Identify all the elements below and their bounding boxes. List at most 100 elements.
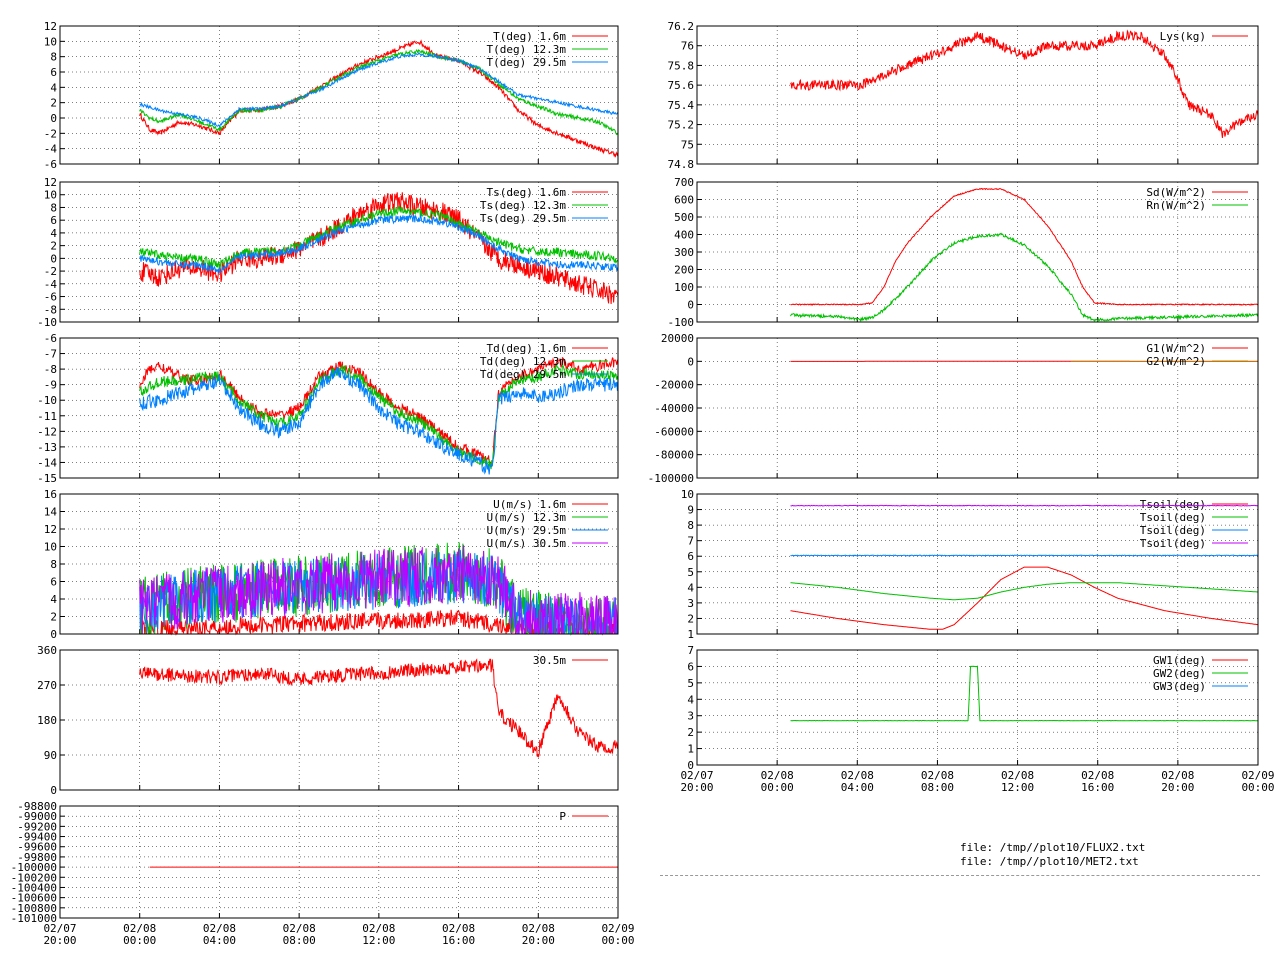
- series-line: [139, 658, 619, 759]
- y-tick-label: 8: [687, 519, 694, 532]
- y-tick-label: -4: [44, 278, 58, 291]
- y-tick-label: 9: [687, 504, 694, 517]
- y-tick-label: -14: [37, 456, 57, 469]
- legend-label: Td(deg) 29.5m: [480, 368, 566, 381]
- legend-label: Tsoil(deg): [1140, 537, 1206, 550]
- y-tick-label: 12: [44, 176, 57, 189]
- y-tick-label: 75: [681, 138, 694, 151]
- legend-label: 30.5m: [533, 654, 566, 667]
- chart-air-temp: -6 -4 -2 0 2 4 6 8 10 12 T(deg) 1.6mT(deg) 12.3mT(…: [44, 20, 619, 171]
- y-tick-label: 76.2: [668, 20, 695, 33]
- x-tick-label: 04:00: [841, 781, 874, 794]
- legend-label: Ts(deg) 12.3m: [480, 199, 566, 212]
- plot-frame: [696, 25, 1259, 165]
- legend-label: Tsoil(deg): [1140, 511, 1206, 524]
- x-tick-label: 04:00: [203, 934, 236, 947]
- series-line: [139, 39, 619, 158]
- y-tick-label: 300: [674, 246, 694, 259]
- series-line: [139, 206, 619, 269]
- series-line: [790, 29, 1259, 139]
- y-tick-label: 12: [44, 523, 57, 536]
- y-tick-label: -100000: [648, 472, 694, 485]
- y-tick-label: 10: [681, 488, 694, 501]
- y-tick-label: 75.6: [668, 79, 695, 92]
- y-tick-label: 8: [50, 558, 57, 571]
- plot-frame: [696, 337, 1259, 479]
- y-tick-label: 360: [37, 644, 57, 657]
- y-tick-label: -60000: [654, 425, 694, 438]
- y-tick-label: 4: [687, 693, 694, 706]
- x-tick-label: 02/09: [1241, 769, 1274, 782]
- x-tick-label: 00:00: [761, 781, 794, 794]
- legend-label: GW1(deg): [1153, 654, 1206, 667]
- y-tick-label: 270: [37, 679, 57, 692]
- legend-label: Ts(deg) 29.5m: [480, 212, 566, 225]
- y-tick-label: -2: [44, 127, 57, 140]
- y-tick-label: 5: [687, 677, 694, 690]
- y-tick-label: 0: [50, 628, 57, 641]
- y-tick-label: -100600: [11, 892, 57, 905]
- y-tick-label: 600: [674, 194, 694, 207]
- legend-label: U(m/s) 12.3m: [487, 511, 567, 524]
- x-tick-label: 02/08: [442, 922, 475, 935]
- y-tick-label: -13: [37, 441, 57, 454]
- y-tick-label: -6: [44, 332, 57, 345]
- legend-label: U(m/s) 29.5m: [487, 524, 567, 537]
- series-line: [790, 232, 1259, 322]
- y-tick-label: 4: [50, 81, 57, 94]
- x-tick-label: 12:00: [1001, 781, 1034, 794]
- y-tick-label: 100: [674, 281, 694, 294]
- chart-wind-direction: 0 90 180 270 360 30.5m: [37, 644, 619, 797]
- y-tick-label: -100400: [11, 881, 57, 894]
- y-tick-label: -6: [44, 291, 57, 304]
- y-tick-label: -100200: [11, 871, 57, 884]
- legend-label: U(m/s) 30.5m: [487, 537, 567, 550]
- y-tick-label: -8: [44, 303, 57, 316]
- x-tick-label: 16:00: [442, 934, 475, 947]
- x-tick-label: 02/08: [1081, 769, 1114, 782]
- y-tick-label: 3: [687, 710, 694, 723]
- legend-label: T(deg) 12.3m: [487, 43, 567, 56]
- series-line: [139, 213, 619, 275]
- y-tick-label: 2: [50, 611, 57, 624]
- y-tick-label: 700: [674, 176, 694, 189]
- x-tick-label: 02/08: [921, 769, 954, 782]
- x-tick-label: 02/08: [522, 922, 555, 935]
- y-tick-label: 7: [687, 644, 694, 657]
- x-tick-label: 02/08: [841, 769, 874, 782]
- series-line: [139, 48, 619, 136]
- x-tick-label: 02/08: [362, 922, 395, 935]
- y-tick-label: -7: [44, 348, 57, 361]
- legend-label: Tsoil(deg): [1140, 498, 1206, 511]
- y-tick-label: 500: [674, 211, 694, 224]
- y-tick-label: 5: [687, 566, 694, 579]
- y-tick-label: -100000: [11, 861, 57, 874]
- legend-label: GW3(deg): [1153, 680, 1206, 693]
- y-tick-label: -12: [37, 425, 57, 438]
- y-tick-label: 8: [50, 201, 57, 214]
- y-tick-label: 90: [44, 749, 57, 762]
- y-tick-label: 2: [50, 97, 57, 110]
- y-tick-label: 6: [687, 550, 694, 563]
- legend-label: Td(deg) 12.3m: [480, 355, 566, 368]
- y-tick-label: 0: [50, 112, 57, 125]
- y-tick-label: 3: [687, 597, 694, 610]
- x-tick-label: 20:00: [1161, 781, 1194, 794]
- chart-soil-heat-flux: -100000 -80000 -60000 -40000 -20000 0 20000 G1(…: [648, 332, 1259, 485]
- y-tick-label: 16: [44, 488, 57, 501]
- legend-label: G1(W/m^2): [1146, 342, 1206, 355]
- y-tick-label: 75.2: [668, 119, 695, 132]
- x-tick-label: 08:00: [283, 934, 316, 947]
- legend-label: GW2(deg): [1153, 667, 1206, 680]
- y-tick-label: 4: [687, 581, 694, 594]
- x-tick-label: 20:00: [43, 934, 76, 947]
- y-tick-label: 10: [44, 189, 57, 202]
- y-tick-label: 6: [50, 66, 57, 79]
- y-tick-label: 2: [687, 612, 694, 625]
- legend-label: T(deg) 29.5m: [487, 56, 567, 69]
- y-tick-label: -99800: [17, 851, 57, 864]
- plot-frame: [696, 493, 1259, 635]
- chart-lysimeter: 74.8 75 75.2 75.4 75.6 75.8 76 76.2 Lys(kg): [668, 20, 1259, 171]
